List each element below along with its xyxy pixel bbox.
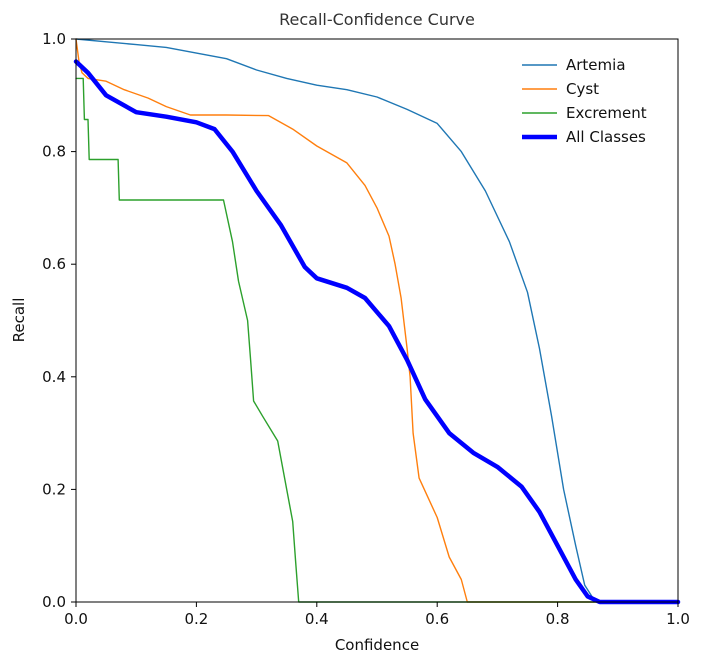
x-tick-label: 0.8 bbox=[546, 610, 570, 628]
plot-area bbox=[73, 38, 681, 605]
chart-title: Recall-Confidence Curve bbox=[279, 10, 475, 29]
x-tick-label: 0.2 bbox=[184, 610, 208, 628]
x-tick-label: 1.0 bbox=[666, 610, 690, 628]
x-tick-label: 0.6 bbox=[425, 610, 449, 628]
y-tick-label: 0.6 bbox=[42, 255, 66, 273]
x-tick-label: 0.4 bbox=[305, 610, 329, 628]
legend-label-excrement: Excrement bbox=[566, 104, 647, 122]
x-tick-label: 0.0 bbox=[64, 610, 88, 628]
y-tick-label: 0.0 bbox=[42, 593, 66, 611]
legend-label-artemia: Artemia bbox=[566, 56, 626, 74]
legend: Artemia Cyst Excrement All Classes bbox=[522, 56, 647, 146]
y-tick-label: 0.4 bbox=[42, 368, 66, 386]
plot-frame bbox=[75, 38, 679, 603]
y-tick-label: 0.2 bbox=[42, 480, 66, 498]
legend-label-cyst: Cyst bbox=[566, 80, 599, 98]
y-axis-ticks: 0.0 0.2 0.4 0.6 0.8 1.0 bbox=[42, 30, 76, 611]
y-axis-label: Recall bbox=[10, 298, 28, 343]
series-line-all-classes bbox=[73, 59, 681, 605]
legend-label-all-classes: All Classes bbox=[566, 128, 646, 146]
y-tick-label: 1.0 bbox=[42, 30, 66, 48]
x-axis-ticks: 0.0 0.2 0.4 0.6 0.8 1.0 bbox=[64, 602, 690, 628]
series-line-artemia bbox=[75, 38, 679, 603]
series-line-excrement bbox=[75, 77, 679, 603]
x-axis-label: Confidence bbox=[335, 636, 419, 654]
y-tick-label: 0.8 bbox=[42, 143, 66, 161]
series-line-cyst bbox=[75, 38, 679, 603]
